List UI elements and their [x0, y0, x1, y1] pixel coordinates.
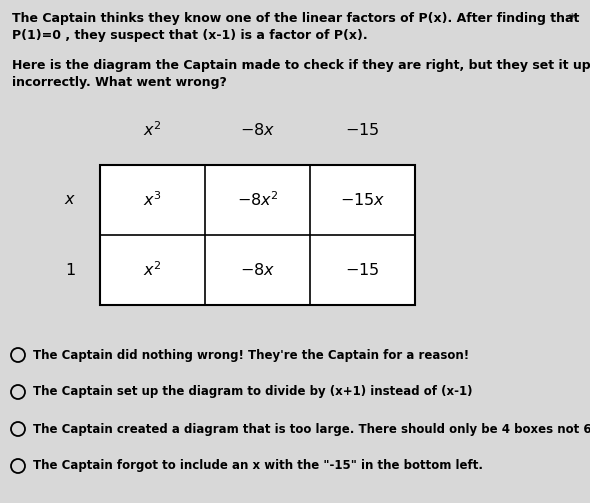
Text: $x$: $x$	[64, 193, 76, 208]
Text: $-15$: $-15$	[345, 122, 380, 138]
Bar	[100, 165, 415, 305]
Text: The Captain set up the diagram to divide by (x+1) instead of (x-1): The Captain set up the diagram to divide…	[33, 385, 473, 398]
Text: The Captain did nothing wrong! They're the Captain for a reason!: The Captain did nothing wrong! They're t…	[33, 349, 469, 362]
Text: incorrectly. What went wrong?: incorrectly. What went wrong?	[12, 76, 227, 89]
Text: The Captain created a diagram that is too large. There should only be 4 boxes no: The Captain created a diagram that is to…	[33, 423, 590, 436]
Text: P(1)=0 , they suspect that (x-1) is a factor of P(x).: P(1)=0 , they suspect that (x-1) is a fa…	[12, 29, 368, 42]
Text: The Captain forgot to include an x with the "-15" in the bottom left.: The Captain forgot to include an x with …	[33, 460, 483, 472]
Bar	[100, 165, 415, 305]
Text: The Captain thinks they know one of the linear factors of P(x). After finding th: The Captain thinks they know one of the …	[12, 12, 579, 25]
Text: $x^2$: $x^2$	[143, 261, 162, 279]
Text: Here is the diagram the Captain made to check if they are right, but they set it: Here is the diagram the Captain made to …	[12, 59, 590, 72]
Text: $1$: $1$	[65, 262, 76, 278]
Text: *: *	[569, 12, 575, 25]
Text: $-15$: $-15$	[345, 262, 380, 278]
Text: $-15x$: $-15x$	[340, 192, 385, 208]
Text: $-8x$: $-8x$	[240, 122, 275, 138]
Text: $-8x^2$: $-8x^2$	[237, 191, 278, 209]
Text: $x^3$: $x^3$	[143, 191, 162, 209]
Text: $x^2$: $x^2$	[143, 121, 162, 139]
Text: $-8x$: $-8x$	[240, 262, 275, 278]
